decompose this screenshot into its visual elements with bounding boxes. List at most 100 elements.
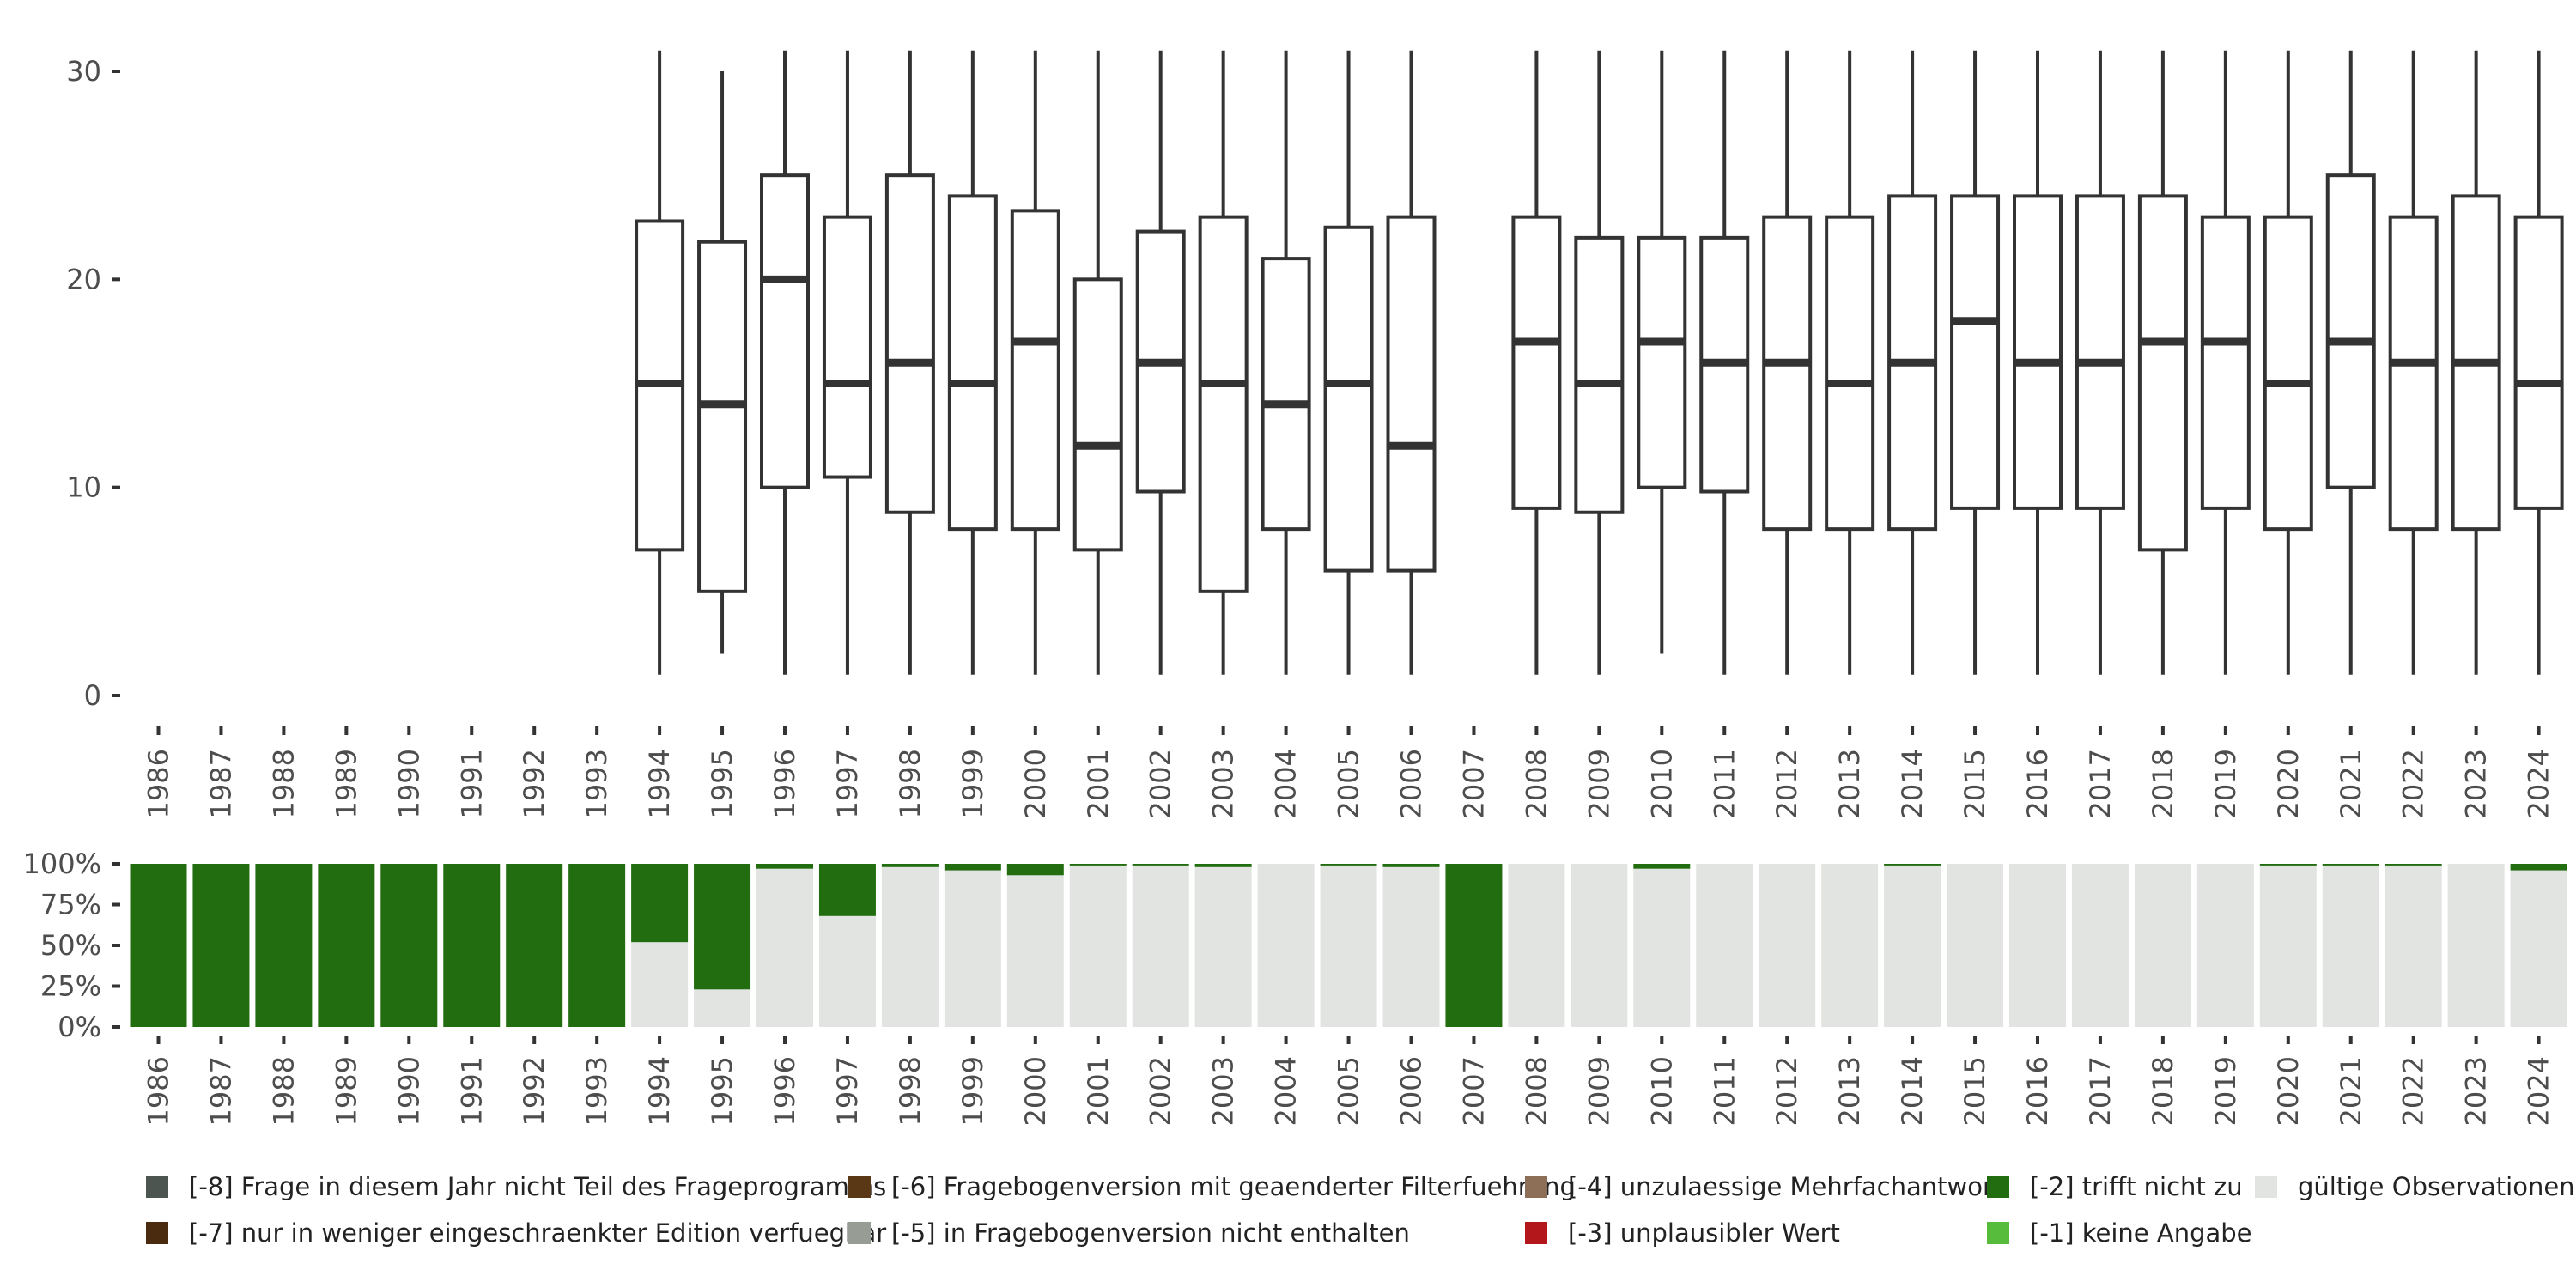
y-tick-label: 10	[66, 471, 101, 504]
bar-segment	[2259, 865, 2317, 1027]
legend-label: [-4] unzulaessige Mehrfachantwort	[1568, 1172, 2003, 1201]
box-2004	[1261, 50, 1311, 675]
box-body	[2075, 194, 2125, 510]
legend-swatch	[1525, 1222, 1547, 1244]
x-tick-label: 2022	[2397, 749, 2430, 818]
x-tick-label: 2017	[2084, 1056, 2117, 1126]
x-tick-label: 2000	[1019, 749, 1052, 818]
x-tick-label: 2019	[2209, 749, 2242, 818]
x-tick-label: 1994	[643, 1056, 676, 1126]
x-tick-label: 1988	[267, 749, 300, 818]
legend-swatch	[146, 1222, 168, 1244]
box-body	[822, 215, 872, 479]
bar-segment	[380, 864, 438, 1027]
x-tick-label: 2020	[2272, 1056, 2305, 1126]
legend-label: [-8] Frage in diesem Jahr nicht Teil des…	[189, 1172, 887, 1201]
bar-segment	[694, 989, 751, 1027]
x-tick-label: 2004	[1270, 1056, 1303, 1126]
box-2011	[1699, 50, 1750, 675]
x-tick-label: 2020	[2272, 749, 2305, 818]
x-tick-label: 2000	[1019, 1056, 1052, 1126]
bar-segment	[1821, 864, 1879, 1027]
box-2018	[2137, 50, 2188, 675]
box-2000	[1010, 50, 1060, 675]
x-tick-label: 2018	[2147, 1056, 2179, 1126]
box-2015	[1950, 50, 2001, 675]
bar-segment	[318, 864, 375, 1027]
box-body	[1825, 215, 1875, 532]
x-tick-label: 2012	[1771, 1056, 1803, 1126]
x-tick-label: 1996	[769, 1056, 801, 1126]
y-tick-label: 100%	[23, 848, 101, 880]
box-body	[1511, 215, 1562, 510]
x-tick-label: 1997	[831, 749, 864, 818]
box-2001	[1072, 50, 1123, 675]
x-tick-label: 1995	[706, 1056, 738, 1126]
legend-swatch	[1987, 1176, 2009, 1198]
bar-segment	[255, 864, 313, 1027]
box-2021	[2325, 50, 2376, 675]
x-tick-label: 2016	[2021, 1056, 2054, 1126]
x-tick-label: 1990	[392, 749, 425, 818]
bar-segment	[1445, 864, 1503, 1027]
x-tick-label: 1994	[643, 749, 676, 818]
legend-item: gültige Observationen	[2255, 1172, 2575, 1201]
x-tick-label: 2002	[1145, 1056, 1177, 1126]
bar-segment	[1633, 868, 1691, 1027]
legend-label: gültige Observationen	[2298, 1172, 2575, 1201]
x-tick-label: 1987	[204, 749, 237, 818]
box-2013	[1825, 50, 1875, 675]
legend-item: [-4] unzulaessige Mehrfachantwort	[1525, 1172, 2002, 1201]
bar-segment	[130, 864, 187, 1027]
bar-segment	[1006, 875, 1064, 1027]
legend-label: [-2] trifft nicht zu	[2030, 1172, 2243, 1201]
x-tick-label: 2015	[1959, 749, 1991, 818]
box-2023	[2451, 50, 2501, 675]
x-tick-label: 1999	[957, 1056, 989, 1126]
bar-segment	[756, 864, 813, 869]
x-tick-label: 2001	[1082, 749, 1115, 818]
x-tick-label: 2009	[1583, 749, 1615, 818]
x-tick-label: 1989	[330, 749, 362, 818]
legend-item: [-8] Frage in diesem Jahr nicht Teil des…	[146, 1172, 886, 1201]
x-tick-label: 2017	[2084, 749, 2117, 818]
x-tick-label: 2019	[2209, 1056, 2242, 1126]
box-body	[2200, 215, 2251, 510]
box-body	[1323, 225, 1374, 573]
x-tick-label: 2022	[2397, 1056, 2430, 1126]
box-1998	[884, 50, 935, 675]
y-tick-label: 25%	[40, 970, 101, 1003]
x-tick-label: 2018	[2147, 749, 2179, 818]
x-tick-label: 2023	[2460, 1056, 2493, 1126]
bar-segment	[2510, 864, 2567, 871]
x-tick-label: 1998	[894, 1056, 927, 1126]
x-tick-label: 2021	[2335, 1056, 2367, 1126]
bar-segment	[1633, 864, 1691, 869]
box-1994	[635, 50, 685, 675]
bar-segment	[1382, 864, 1440, 867]
bar-segment	[443, 864, 501, 1027]
legend-label: [-3] unplausibler Wert	[1568, 1218, 1840, 1248]
x-tick-label: 1988	[267, 1056, 300, 1126]
x-tick-label: 2024	[2523, 749, 2555, 818]
bar-segment	[1947, 864, 2004, 1027]
legend-swatch	[1525, 1176, 1547, 1198]
box-body	[1950, 194, 2001, 510]
bar-segment	[1508, 864, 1565, 1027]
bar-segment	[1132, 865, 1189, 1027]
box-body	[947, 194, 998, 532]
box-body	[697, 240, 748, 593]
x-tick-label: 1993	[580, 1056, 613, 1126]
legend-swatch	[146, 1176, 168, 1198]
x-tick-label: 2002	[1145, 749, 1177, 818]
legend-item: [-1] keine Angabe	[1987, 1218, 2252, 1248]
legend: [-8] Frage in diesem Jahr nicht Teil des…	[146, 1172, 2576, 1275]
bar-segment	[1006, 864, 1064, 876]
box-2006	[1386, 50, 1437, 675]
box-body	[1637, 235, 1687, 489]
bar-segment	[631, 942, 689, 1027]
legend-swatch	[848, 1222, 871, 1244]
box-body	[1072, 277, 1123, 552]
x-tick-label: 2004	[1270, 749, 1303, 818]
